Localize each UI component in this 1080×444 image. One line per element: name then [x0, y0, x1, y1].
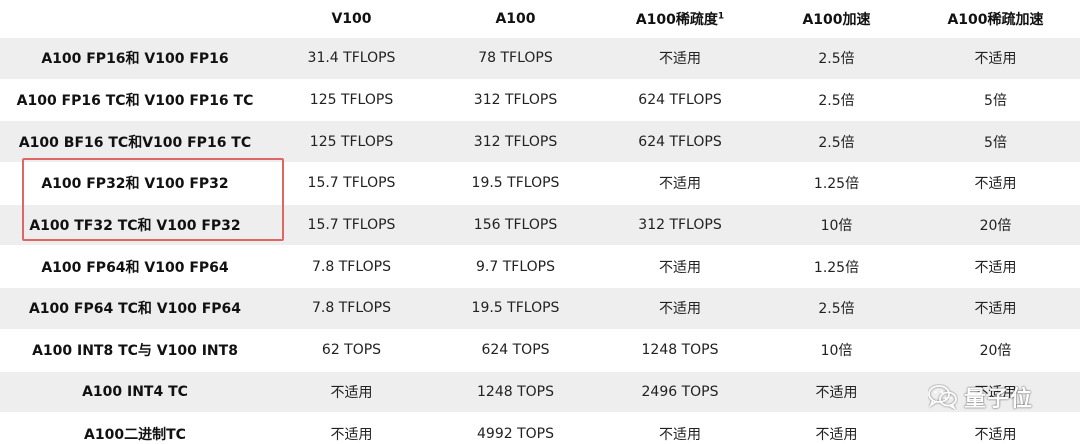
- watermark: 量子位: [928, 380, 1058, 414]
- row-label: A100 BF16 TC和V100 FP16 TC: [0, 120, 270, 163]
- header-empty: [0, 0, 270, 38]
- row-label: A100 INT4 TC: [0, 370, 270, 413]
- table-row: A100 TF32 TC和 V100 FP32 15.7 TFLOPS 156 …: [0, 203, 1080, 246]
- table-row: A100 FP16和 V100 FP16 31.4 TFLOPS 78 TFLO…: [0, 37, 1080, 80]
- cell-a100: 4992 TOPS: [433, 412, 598, 444]
- cell-a100: 312 TFLOPS: [433, 120, 598, 163]
- header-a100-speedup: A100加速: [762, 0, 911, 38]
- cell-a100-sparsity: 624 TFLOPS: [598, 78, 762, 121]
- cell-a100: 312 TFLOPS: [433, 78, 598, 121]
- header-a100-sparsity-label: A100稀疏度: [635, 11, 718, 28]
- row-label: A100二进制TC: [0, 412, 270, 444]
- cell-a100-speedup: 1.25倍: [762, 245, 911, 288]
- cell-a100-speedup: 2.5倍: [762, 78, 911, 121]
- cell-a100-sparsity: 不适用: [598, 412, 762, 444]
- cell-a100-sparse-speedup: 不适用: [911, 412, 1080, 444]
- header-footnote: 1: [717, 10, 725, 21]
- cell-a100-speedup: 2.5倍: [762, 37, 911, 80]
- cell-a100-speedup: 2.5倍: [762, 120, 911, 163]
- cell-a100-sparsity: 312 TFLOPS: [598, 203, 762, 246]
- table-row: A100 BF16 TC和V100 FP16 TC 125 TFLOPS 312…: [0, 120, 1080, 163]
- cell-v100: 125 TFLOPS: [270, 78, 433, 121]
- cell-a100: 19.5 TFLOPS: [433, 162, 598, 205]
- table-row: A100 FP32和 V100 FP32 15.7 TFLOPS 19.5 TF…: [0, 162, 1080, 205]
- cell-a100: 78 TFLOPS: [433, 37, 598, 80]
- cell-a100: 624 TOPS: [433, 328, 598, 371]
- cell-a100-sparse-speedup: 5倍: [911, 78, 1080, 121]
- row-label: A100 FP64 TC和 V100 FP64: [0, 287, 270, 330]
- cell-a100-sparse-speedup: 不适用: [911, 245, 1080, 288]
- table-row: A100 FP64 TC和 V100 FP64 7.8 TFLOPS 19.5 …: [0, 287, 1080, 330]
- cell-a100-speedup: 10倍: [762, 328, 911, 371]
- row-label: A100 INT8 TC与 V100 INT8: [0, 328, 270, 371]
- cell-a100-speedup: 1.25倍: [762, 162, 911, 205]
- cell-a100: 156 TFLOPS: [433, 203, 598, 246]
- table-row: A100 INT8 TC与 V100 INT8 62 TOPS 624 TOPS…: [0, 328, 1080, 371]
- header-v100: V100: [270, 0, 433, 38]
- header-a100: A100: [433, 0, 598, 38]
- cell-a100-sparse-speedup: 不适用: [911, 370, 1080, 413]
- cell-a100-sparse-speedup: 不适用: [911, 37, 1080, 80]
- cell-a100-sparse-speedup: 不适用: [911, 162, 1080, 205]
- cell-a100-sparsity: 2496 TOPS: [598, 370, 762, 413]
- wechat-icon: [928, 384, 958, 410]
- cell-a100: 1248 TOPS: [433, 370, 598, 413]
- row-label: A100 TF32 TC和 V100 FP32: [0, 203, 270, 246]
- table-header-row: V100 A100 A100稀疏度1 A100加速 A100稀疏加速: [0, 0, 1080, 38]
- cell-a100-sparsity: 不适用: [598, 245, 762, 288]
- cell-v100: 31.4 TFLOPS: [270, 37, 433, 80]
- cell-v100: 不适用: [270, 370, 433, 413]
- row-label: A100 FP16和 V100 FP16: [0, 37, 270, 80]
- cell-a100: 19.5 TFLOPS: [433, 287, 598, 330]
- cell-v100: 125 TFLOPS: [270, 120, 433, 163]
- cell-a100-sparsity: 不适用: [598, 287, 762, 330]
- cell-v100: 7.8 TFLOPS: [270, 287, 433, 330]
- cell-a100-sparse-speedup: 5倍: [911, 120, 1080, 163]
- cell-v100: 7.8 TFLOPS: [270, 245, 433, 288]
- cell-a100-sparse-speedup: 不适用: [911, 287, 1080, 330]
- cell-a100-sparsity: 不适用: [598, 37, 762, 80]
- row-label: A100 FP32和 V100 FP32: [0, 162, 270, 205]
- cell-a100-speedup: 不适用: [762, 412, 911, 444]
- row-label: A100 FP16 TC和 V100 FP16 TC: [0, 78, 270, 121]
- watermark-text: 量子位: [964, 387, 1034, 412]
- cell-a100-sparse-speedup: 20倍: [911, 328, 1080, 371]
- cell-a100-speedup: 10倍: [762, 203, 911, 246]
- row-label: A100 FP64和 V100 FP64: [0, 245, 270, 288]
- table-row: A100 FP16 TC和 V100 FP16 TC 125 TFLOPS 31…: [0, 78, 1080, 121]
- cell-a100-sparsity: 不适用: [598, 162, 762, 205]
- cell-a100-sparse-speedup: 20倍: [911, 203, 1080, 246]
- cell-v100: 62 TOPS: [270, 328, 433, 371]
- cell-v100: 15.7 TFLOPS: [270, 162, 433, 205]
- header-a100-sparsity: A100稀疏度1: [598, 0, 762, 38]
- table-row: A100 INT4 TC 不适用 1248 TOPS 2496 TOPS 不适用…: [0, 370, 1080, 413]
- cell-a100-speedup: 2.5倍: [762, 287, 911, 330]
- cell-v100: 15.7 TFLOPS: [270, 203, 433, 246]
- table-row: A100 FP64和 V100 FP64 7.8 TFLOPS 9.7 TFLO…: [0, 245, 1080, 288]
- cell-a100-sparsity: 624 TFLOPS: [598, 120, 762, 163]
- table-row: A100二进制TC 不适用 4992 TOPS 不适用 不适用 不适用: [0, 412, 1080, 444]
- cell-a100-speedup: 不适用: [762, 370, 911, 413]
- cell-a100: 9.7 TFLOPS: [433, 245, 598, 288]
- cell-v100: 不适用: [270, 412, 433, 444]
- header-a100-sparse-speedup: A100稀疏加速: [911, 0, 1080, 38]
- cell-a100-sparsity: 1248 TOPS: [598, 328, 762, 371]
